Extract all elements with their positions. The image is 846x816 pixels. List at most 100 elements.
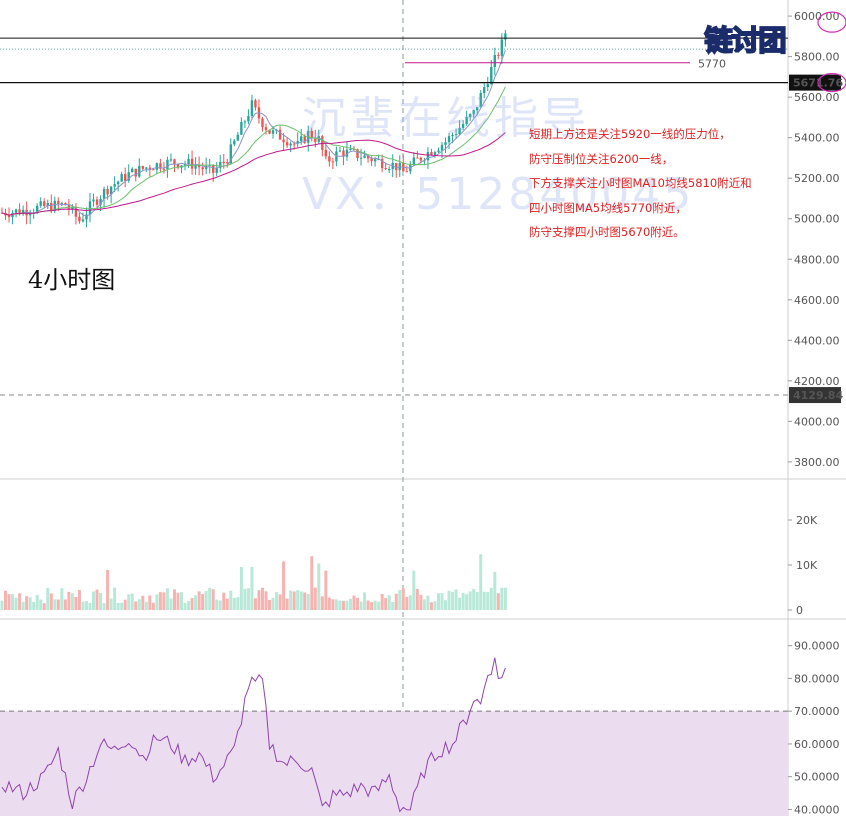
price-tick-label: 3800.00: [794, 456, 840, 469]
candle-body: [268, 129, 271, 134]
candle-body: [134, 168, 137, 177]
volume-bar: [222, 592, 226, 610]
volume-bar: [28, 597, 32, 610]
candle-body: [447, 136, 451, 143]
volume-bar: [436, 593, 440, 610]
highlight-circle: [817, 73, 846, 93]
volume-bar: [496, 593, 500, 610]
candle-body: [116, 181, 120, 185]
candle-body: [468, 114, 472, 118]
candle-body: [314, 138, 317, 142]
volume-bar: [405, 596, 409, 610]
volume-bar: [172, 589, 176, 610]
candle-body: [282, 139, 285, 143]
price-tick-label: 4000.00: [794, 415, 840, 428]
price-badge-label: 4129.84: [793, 389, 843, 402]
candle-body: [380, 159, 384, 169]
volume-bar: [106, 569, 110, 610]
volume-bar: [169, 598, 173, 610]
volume-bar: [479, 554, 483, 610]
candle-body: [92, 199, 95, 202]
candle-body: [141, 166, 144, 169]
candle-body: [493, 55, 496, 68]
candle-body: [219, 161, 222, 168]
volume-bar: [225, 598, 229, 610]
price-tick-label: 6000.00: [794, 10, 840, 23]
candle-body: [113, 184, 116, 187]
candle-body: [296, 141, 299, 144]
volume-bar: [81, 601, 85, 610]
candle-body: [14, 209, 18, 213]
volume-bar: [4, 590, 8, 610]
volume-bar: [260, 587, 264, 610]
candle-body: [483, 87, 486, 94]
volume-bar: [92, 591, 96, 610]
volume-bar: [415, 588, 419, 610]
volume-bar: [74, 597, 78, 610]
volume-bar: [324, 570, 328, 610]
volume-bar: [158, 592, 162, 610]
volume-bar: [486, 592, 490, 610]
candle-body: [71, 207, 74, 210]
candle-body: [148, 167, 152, 170]
volume-bar: [39, 599, 43, 610]
candle-body: [226, 162, 229, 164]
volume-bar: [401, 588, 405, 610]
volume-bar: [380, 593, 384, 610]
volume-bar: [162, 592, 166, 610]
candle-body: [426, 151, 430, 161]
candle-body: [345, 149, 349, 157]
price-tick-label: 5000.00: [794, 213, 840, 226]
candle-body: [254, 100, 257, 108]
volume-bar: [468, 591, 472, 610]
volume-bar: [268, 599, 272, 610]
rsi-tick-label: 70.0000: [794, 705, 840, 718]
volume-bar: [352, 595, 356, 610]
rsi-tick-label: 40.0000: [794, 803, 840, 816]
volume-bar: [394, 593, 398, 610]
candle-body: [166, 159, 169, 170]
volume-bar: [18, 593, 22, 610]
price-tick-label: 4200.00: [794, 375, 840, 388]
candle-body: [240, 121, 243, 135]
candle-body: [88, 201, 92, 215]
volume-bar: [275, 592, 279, 610]
volume-bar: [327, 597, 331, 610]
volume-bar: [155, 594, 159, 610]
brand-logo-text: 链讨团: [703, 23, 787, 58]
candle-body: [50, 202, 53, 212]
volume-bar: [137, 599, 141, 610]
candle-body: [324, 149, 328, 157]
candle-body: [131, 168, 134, 173]
annotation-line: 下方支撑关注小时图MA10均线5810附近和: [529, 176, 752, 190]
candle-body: [370, 158, 373, 162]
candle-body: [416, 157, 419, 159]
volume-bar: [253, 598, 257, 610]
volume-bar: [412, 570, 416, 610]
volume-bar: [120, 602, 124, 610]
volume-bar: [433, 601, 437, 610]
candle-body: [423, 160, 426, 162]
volume-bar: [338, 600, 342, 610]
watermark-line1: 沉蜚在线指导: [302, 93, 590, 144]
candle-body: [479, 93, 482, 108]
rsi-tick-label: 60.0000: [794, 738, 840, 751]
volume-bar: [317, 563, 321, 610]
candle-body: [388, 169, 391, 171]
volume-bar: [113, 587, 117, 610]
candle-body: [99, 198, 102, 205]
volume-bar: [391, 602, 395, 610]
volume-bar: [310, 556, 314, 610]
volume-bar: [88, 603, 92, 610]
candle-body: [7, 215, 11, 218]
volume-bar: [282, 561, 286, 610]
candle-body: [124, 174, 127, 181]
candle-body: [433, 152, 437, 155]
candle-body: [18, 209, 21, 215]
volume-bar: [482, 591, 486, 610]
watermark-line2: VX：512840045: [302, 169, 695, 220]
volume-bar: [299, 591, 303, 610]
annotation-line: 防守压制位关注6200一线，: [529, 151, 674, 166]
price-badge: [789, 387, 841, 404]
